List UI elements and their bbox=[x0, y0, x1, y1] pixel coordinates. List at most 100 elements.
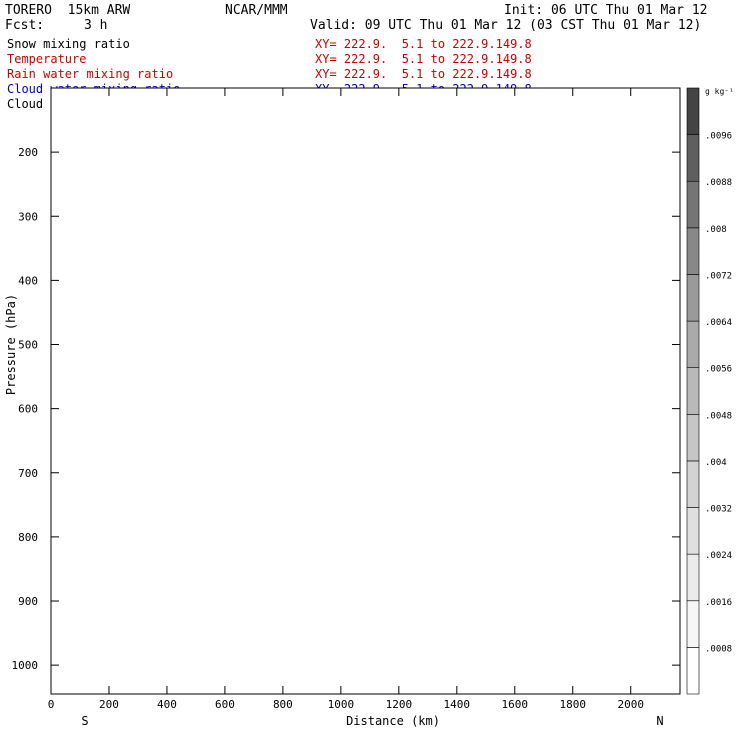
isotherm-label-11-0: 0 bbox=[245, 384, 252, 397]
field-xy-snow: XY= 222.9. 5.1 to 222.9.149.8 bbox=[315, 37, 532, 51]
isotherm-label-16-1: 20 bbox=[578, 603, 591, 616]
field-label-temperature: Temperature bbox=[7, 52, 87, 66]
x-tick-label-8: 1600 bbox=[502, 698, 529, 711]
isotherm-label-11-2: 0 bbox=[613, 375, 620, 388]
cloud-water-contour-1 bbox=[181, 517, 253, 566]
isotherm-line-15 bbox=[50, 526, 681, 560]
isotherm-line-12 bbox=[50, 417, 681, 437]
x-tick-label-7: 1400 bbox=[444, 698, 471, 711]
init-time: Init: 06 UTC Thu 01 Mar 12 bbox=[504, 3, 708, 18]
colorbar-label-2: .0024 bbox=[705, 551, 732, 561]
cloud-water-contour-5 bbox=[250, 558, 256, 572]
isotherm-line-6 bbox=[50, 222, 681, 231]
fcst-value: 3 h bbox=[84, 18, 108, 33]
isotherm-line-7 bbox=[50, 244, 681, 254]
surface-line bbox=[51, 664, 680, 672]
rain-water-contour-small bbox=[667, 639, 672, 645]
isotherm-line-2 bbox=[50, 148, 680, 155]
isotherm-line-17 bbox=[50, 648, 681, 665]
south-label: S bbox=[81, 714, 88, 728]
field-xy-temperature: XY= 222.9. 5.1 to 222.9.149.8 bbox=[315, 52, 532, 66]
isotherm-line-0 bbox=[50, 116, 681, 122]
field-label-cloud-water: Cloud water mixing ratio bbox=[7, 82, 181, 96]
colorbar-segment-4 bbox=[686, 460, 700, 508]
plot-frame bbox=[50, 87, 681, 695]
colorbar-segment-6 bbox=[686, 367, 700, 415]
colorbar-segment-9 bbox=[686, 227, 700, 275]
x-tick-label-10: 2000 bbox=[617, 698, 644, 711]
cloud-water-contour-0 bbox=[162, 507, 266, 581]
x-tick-label-9: 1800 bbox=[560, 698, 587, 711]
y-tick-label-2: 400 bbox=[18, 274, 38, 287]
isotherm-label-7-0: -20 bbox=[244, 243, 264, 256]
colorbar-label-6: .0056 bbox=[705, 365, 732, 375]
isotherm-label-bg bbox=[236, 384, 261, 397]
colorbar-label-7: .0064 bbox=[705, 318, 732, 328]
x-tick-label-4: 800 bbox=[273, 698, 293, 711]
colorbar-unit: g kg⁻¹ bbox=[705, 87, 734, 96]
field-xy-cloud-water: XY= 222.9. 5.1 to 222.9.149.8 bbox=[315, 82, 532, 96]
field-xy-cloud-ice: XY= 222.9. 5.1 to 222.9.149.8 bbox=[315, 97, 532, 111]
y-tick-label-7: 900 bbox=[18, 595, 38, 608]
isotherm-line-13 bbox=[50, 459, 681, 483]
colorbar-segment-10 bbox=[686, 180, 700, 229]
isotherm-label-bg bbox=[630, 114, 655, 127]
isotherm-label-bg bbox=[604, 375, 629, 388]
colorbar-label-4: .004 bbox=[705, 458, 727, 468]
colorbar-label-10: .0088 bbox=[705, 178, 732, 188]
y-tick-label-0: 200 bbox=[18, 146, 38, 159]
isotherm-label-bg bbox=[236, 201, 261, 214]
isotherm-label-5-0: -30 bbox=[238, 201, 258, 214]
annotation-3: .0053608 bbox=[165, 546, 213, 557]
annotation-1: .0009196 bbox=[573, 149, 621, 160]
annotation-0: H bbox=[576, 138, 582, 149]
isotherm-line-5 bbox=[50, 202, 681, 211]
colorbar-label-8: .0072 bbox=[705, 271, 732, 281]
isotherm-label-bg bbox=[572, 603, 597, 616]
isotherm-label-0-0: -40 bbox=[632, 115, 652, 128]
colorbar-segment-12 bbox=[686, 87, 700, 135]
isotherm-label-bg bbox=[273, 384, 298, 397]
isotherm-label-11-1: 0 bbox=[282, 385, 289, 398]
isotherm-label-16-0: 20 bbox=[476, 588, 489, 601]
colorbar-label-9: .008 bbox=[705, 225, 727, 235]
model-title: TORERO 15km ARW bbox=[5, 3, 131, 18]
isotherm-line-11 bbox=[50, 376, 681, 394]
y-axis-label: Pressure (hPa) bbox=[4, 294, 18, 395]
x-tick-label-6: 1200 bbox=[386, 698, 413, 711]
isotherm-line-3 bbox=[50, 165, 681, 171]
isotherm-label-bg bbox=[557, 468, 582, 481]
colorbar-label-1: .0016 bbox=[705, 598, 732, 608]
colorbar-segment-8 bbox=[686, 274, 700, 322]
isotherm-label-bg bbox=[241, 242, 266, 255]
colorbar-segment-11 bbox=[686, 134, 700, 182]
isotherm-label-bg bbox=[239, 300, 264, 313]
isotherm-label-9-1: -10 bbox=[279, 302, 299, 315]
isotherm-label-13-2: 10 bbox=[563, 468, 576, 481]
isotherm-line-10 bbox=[50, 336, 681, 352]
isotherm-label-bg bbox=[470, 587, 495, 600]
colorbar-label-3: .0032 bbox=[705, 505, 732, 515]
valid-time: Valid: 09 UTC Thu 01 Mar 12 (03 CST Thu … bbox=[310, 18, 702, 33]
x-tick-label-3: 600 bbox=[215, 698, 235, 711]
isotherm-label-5-2: -30 bbox=[632, 201, 652, 214]
isotherm-line-9 bbox=[50, 302, 681, 315]
x-axis-label: Distance (km) bbox=[346, 714, 440, 728]
colorbar-segment-7 bbox=[686, 320, 700, 368]
colorbar-label-0: .0008 bbox=[705, 644, 732, 654]
colorbar-segment-5 bbox=[686, 414, 700, 462]
isotherm-label-13-0: 10 bbox=[241, 475, 254, 488]
isotherm-label-5-1: -30 bbox=[311, 203, 331, 216]
isotherm-line-8 bbox=[50, 273, 681, 281]
cloud-water-contour-3 bbox=[218, 539, 232, 554]
field-label-cloud-ice: Cloud ice mixing ratio bbox=[7, 97, 166, 111]
isotherm-line-16 bbox=[51, 585, 681, 628]
isotherm-label-9-2: -10 bbox=[629, 300, 649, 313]
fcst-label: Fcst: bbox=[5, 18, 45, 33]
x-tick-label-0: 0 bbox=[48, 698, 55, 711]
isotherm-label-bg bbox=[276, 301, 301, 314]
colorbar-label-5: .0048 bbox=[705, 411, 732, 421]
isotherm-label-bg bbox=[627, 299, 652, 312]
x-tick-label-2: 400 bbox=[157, 698, 177, 711]
isotherm-label-bg bbox=[630, 200, 655, 213]
